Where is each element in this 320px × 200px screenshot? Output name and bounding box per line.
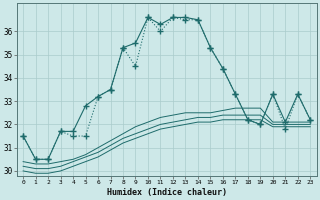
X-axis label: Humidex (Indice chaleur): Humidex (Indice chaleur): [107, 188, 227, 197]
